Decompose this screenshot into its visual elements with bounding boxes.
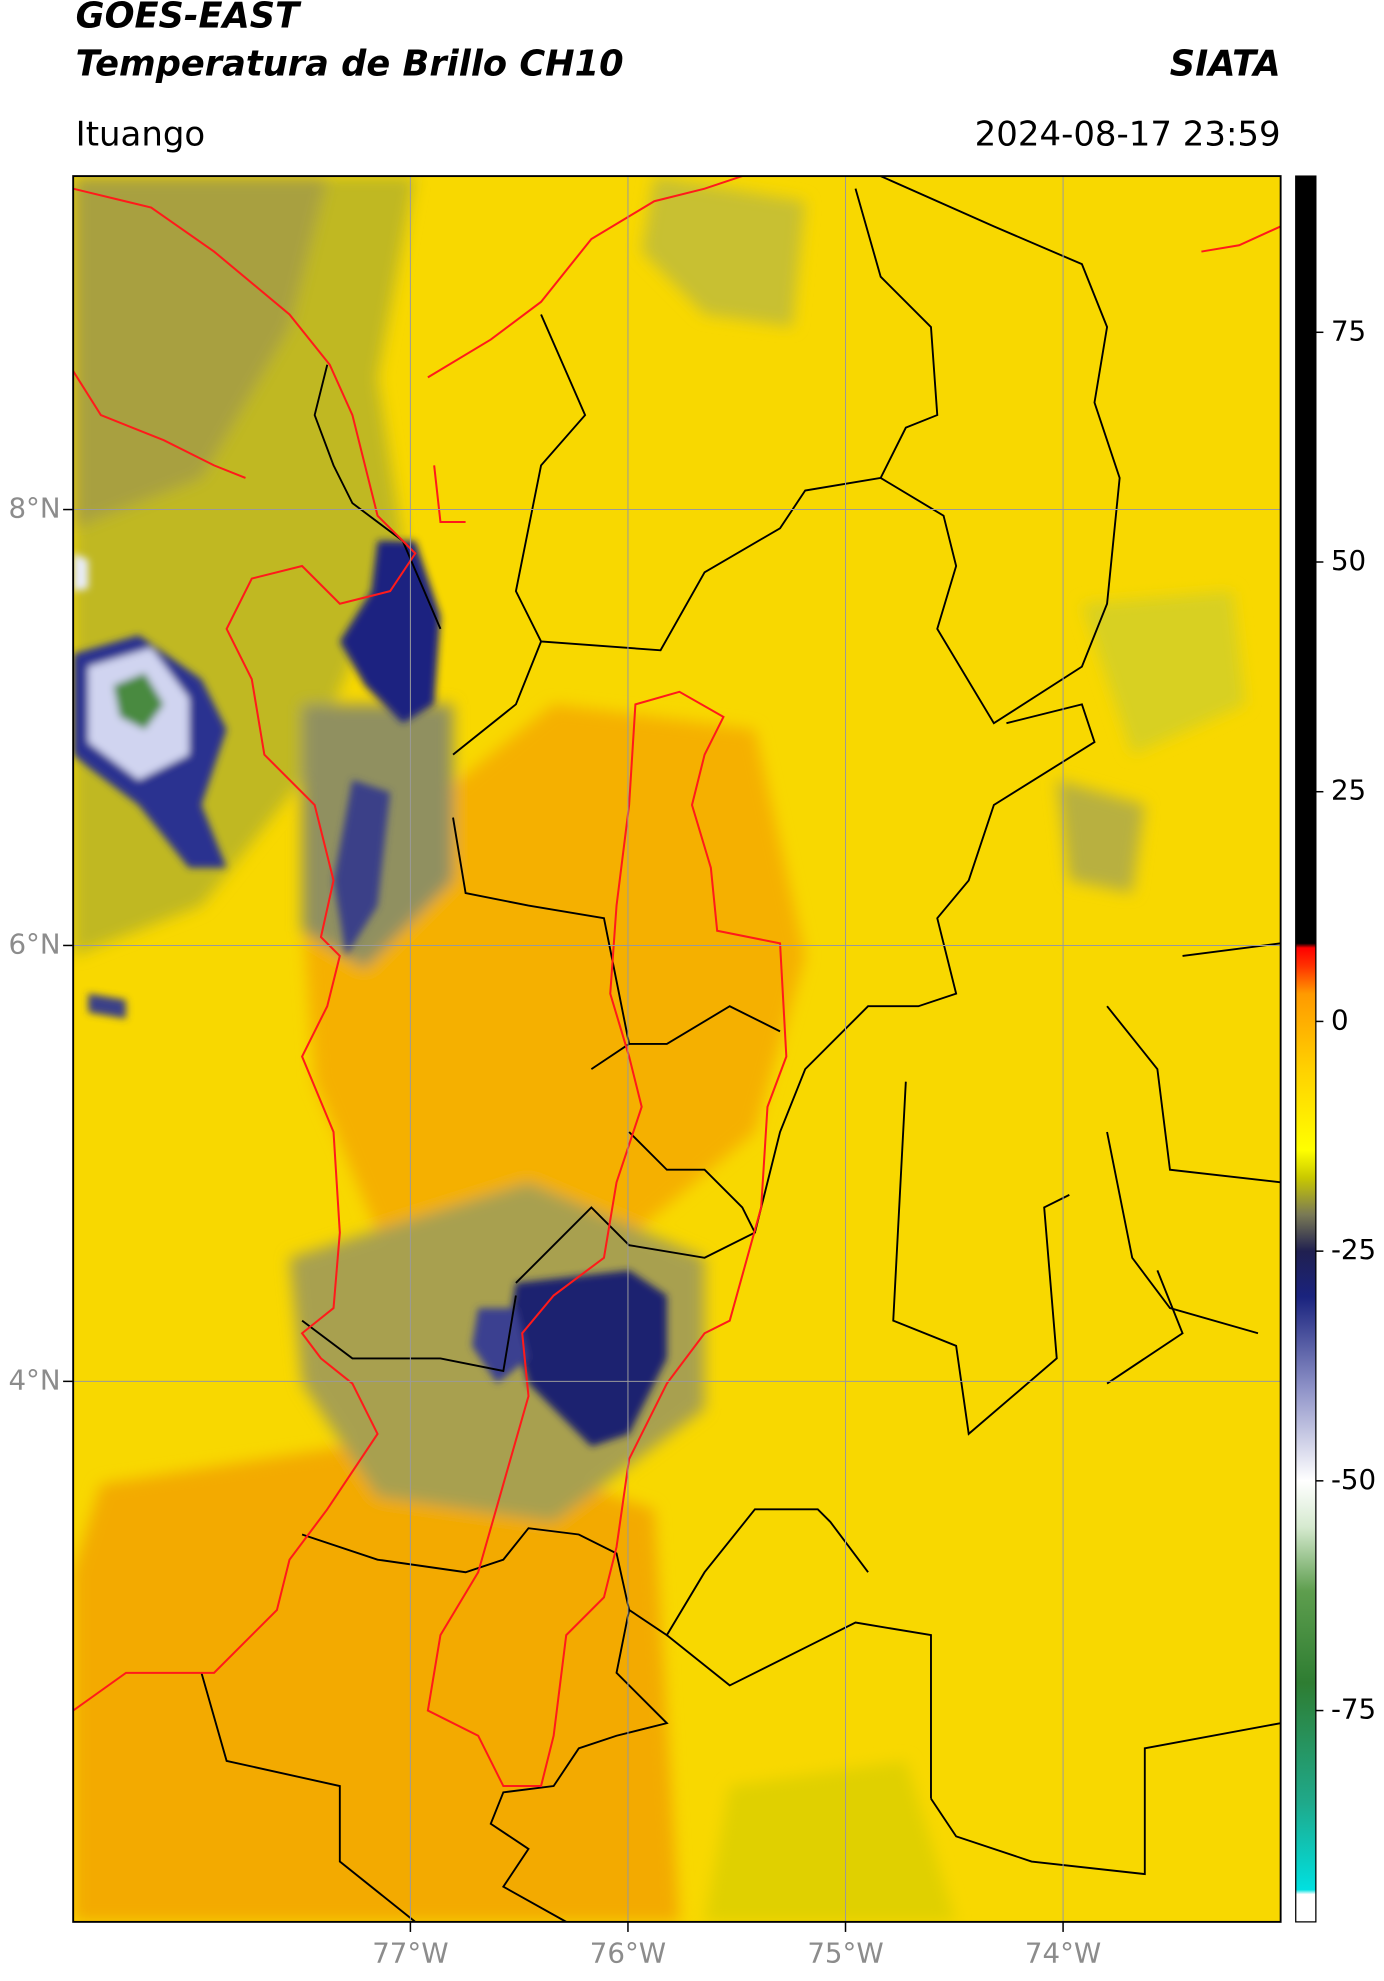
admin-boundaries xyxy=(200,176,1281,1922)
region: Ituango xyxy=(76,114,206,154)
cloud-core xyxy=(333,779,391,956)
colorbar-tick-label: 50 xyxy=(1331,544,1366,577)
x-tick-label: 74°W xyxy=(1025,1937,1101,1970)
colorbar-tick-label: 25 xyxy=(1331,774,1366,807)
x-tick-label: 76°W xyxy=(590,1937,666,1970)
colorbar-tick-label: -25 xyxy=(1331,1233,1376,1266)
colorbar xyxy=(1295,175,1317,1923)
source: SIATA xyxy=(1170,43,1281,84)
cloud-core xyxy=(88,993,126,1019)
colorbar-tick-label: -75 xyxy=(1331,1693,1376,1726)
grid-layer xyxy=(73,176,1281,1922)
olive-region xyxy=(1081,591,1246,755)
title: GOES-EAST xyxy=(76,0,302,37)
olive-region xyxy=(73,176,328,529)
coastline-and-basin xyxy=(73,176,1281,1788)
colorbar-tick-label: 0 xyxy=(1331,1003,1349,1036)
cloud-top xyxy=(73,553,89,592)
x-tick-label: 77°W xyxy=(372,1937,448,1970)
datetime: 2024-08-17 23:59 xyxy=(975,114,1281,154)
subtitle: Temperatura de Brillo CH10 xyxy=(76,43,624,84)
orange-region xyxy=(73,1433,680,1922)
olive-region xyxy=(1056,779,1145,894)
cloud-top xyxy=(113,672,164,730)
colorbar-tick-label: 75 xyxy=(1331,314,1366,347)
cloud-core xyxy=(339,540,441,724)
map-frame xyxy=(72,175,1282,1923)
x-tick-label: 75°W xyxy=(807,1937,883,1970)
colorbar-tick-label: -50 xyxy=(1331,1463,1376,1496)
y-tick-label: 8°N xyxy=(8,492,60,525)
y-tick-label: 6°N xyxy=(8,927,60,960)
map-image xyxy=(73,176,1281,1922)
cloud-core xyxy=(471,1308,529,1384)
olive-region xyxy=(704,1760,957,1922)
olive-region xyxy=(641,176,806,328)
y-tick-label: 4°N xyxy=(8,1363,60,1396)
